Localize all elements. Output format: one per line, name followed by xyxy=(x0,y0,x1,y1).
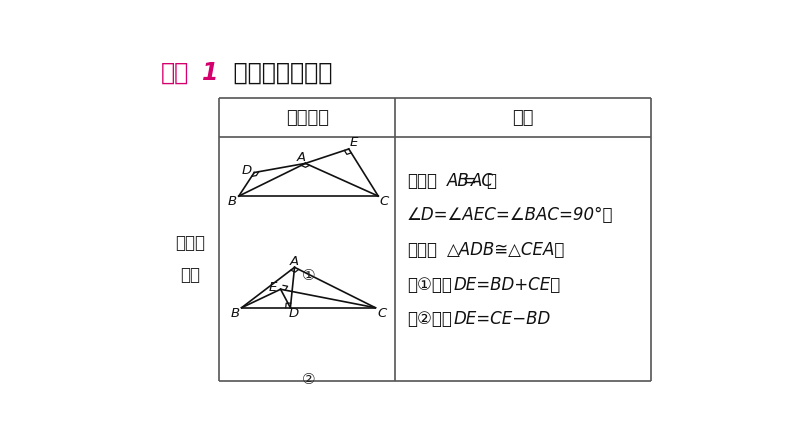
Text: △ADB≅△CEA，: △ADB≅△CEA， xyxy=(447,241,565,259)
Text: ，: ， xyxy=(486,172,496,190)
Text: ①: ① xyxy=(302,268,315,283)
Text: AB: AB xyxy=(447,172,470,190)
Text: C: C xyxy=(380,195,389,208)
Text: DE=CE−BD: DE=CE−BD xyxy=(453,310,551,328)
Text: 模型展示: 模型展示 xyxy=(286,109,329,127)
Text: 图②中，: 图②中， xyxy=(407,310,452,328)
Text: =: = xyxy=(463,172,476,190)
Text: AC: AC xyxy=(471,172,494,190)
Text: B: B xyxy=(228,195,237,208)
Text: 条件：: 条件： xyxy=(407,172,437,190)
Text: 一线三垂直模型: 一线三垂直模型 xyxy=(217,61,333,85)
Text: 图①中，: 图①中， xyxy=(407,276,452,294)
Text: E: E xyxy=(268,281,277,294)
Text: DE=BD+CE；: DE=BD+CE； xyxy=(453,276,561,294)
Text: 一线三
垂直: 一线三 垂直 xyxy=(175,234,205,284)
Text: D: D xyxy=(288,307,299,320)
Text: ∠D=∠AEC=∠BAC=90°。: ∠D=∠AEC=∠BAC=90°。 xyxy=(407,207,614,224)
Text: 类型: 类型 xyxy=(161,61,190,85)
Text: E: E xyxy=(349,136,357,149)
Text: 说明: 说明 xyxy=(512,109,534,127)
Text: 结论：: 结论： xyxy=(407,241,437,259)
Text: A: A xyxy=(297,151,306,164)
Text: 1: 1 xyxy=(202,61,218,85)
Text: C: C xyxy=(377,307,387,320)
Text: D: D xyxy=(241,164,252,177)
Text: B: B xyxy=(231,307,240,320)
Text: A: A xyxy=(290,255,299,268)
Text: ②: ② xyxy=(302,372,315,387)
